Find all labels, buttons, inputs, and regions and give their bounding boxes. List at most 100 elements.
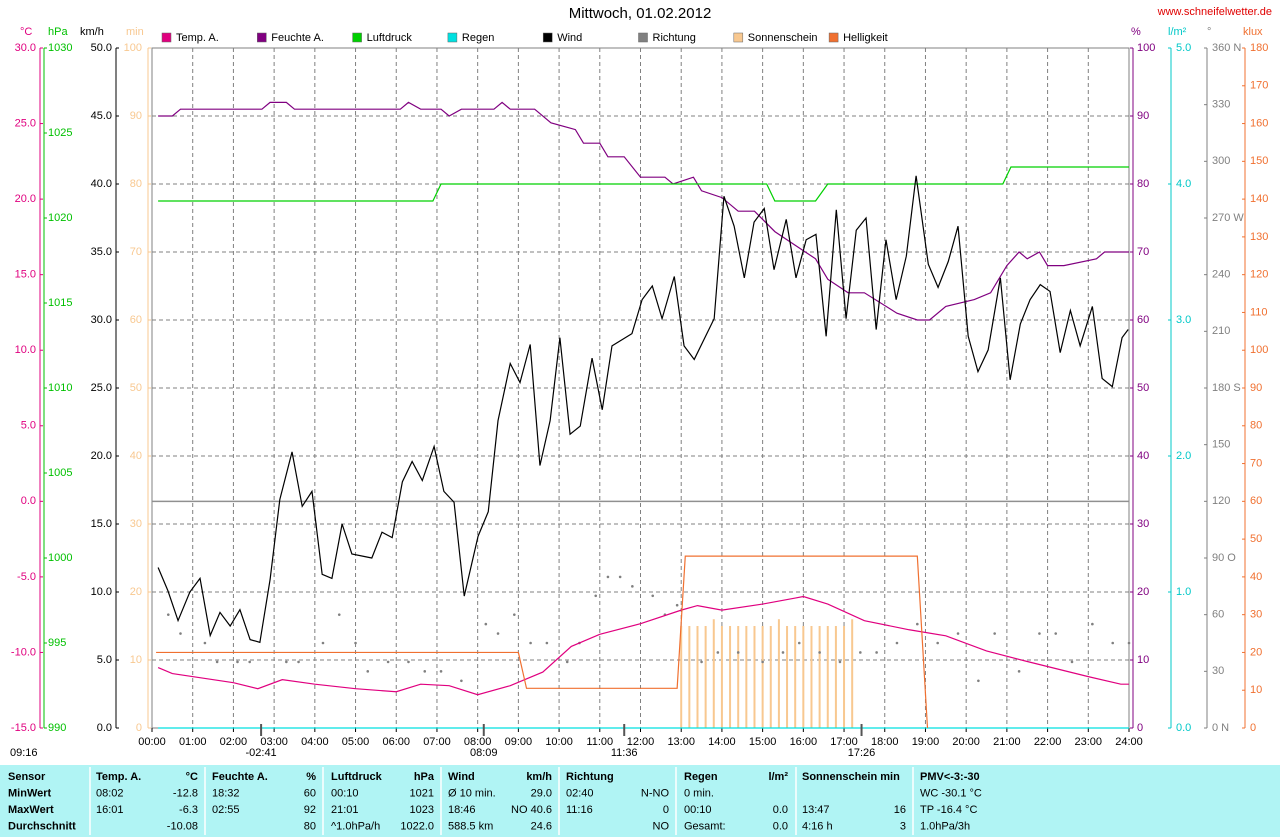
table-cell: 1021 (410, 787, 434, 799)
y-tick-label: 20 (1250, 646, 1262, 658)
direction-dot (716, 651, 720, 654)
direction-dot (236, 660, 239, 664)
table-header: PMV<-3:-30 (920, 771, 980, 783)
y-tick-label: 100 (1250, 344, 1268, 356)
y-tick-label: 160 (1250, 117, 1268, 129)
series-line (158, 101, 1129, 321)
table-cell: 1022.0 (400, 820, 434, 832)
y-tick-label: 50.0 (91, 42, 112, 54)
direction-dot (386, 660, 390, 664)
y-tick-label: 995 (48, 637, 66, 649)
x-tick-label: 17:00 (830, 736, 858, 748)
sunshine-bar (745, 626, 748, 728)
y-tick-label: 2.0 (1176, 450, 1191, 462)
table-header: Richtung (566, 771, 614, 783)
y-tick-label: 150 (1250, 155, 1268, 167)
direction-dot (203, 641, 207, 645)
sunshine-bar (851, 619, 854, 728)
y-tick-label: 50 (1250, 533, 1262, 545)
table-cell: 16:01 (96, 804, 124, 816)
y-tick-label: 25.0 (91, 382, 112, 394)
sunshine-bar (794, 626, 797, 728)
x-tick-label: 24:00 (1115, 736, 1143, 748)
x-tick-label: 03:00 (260, 736, 288, 748)
direction-dot (1127, 641, 1131, 645)
direction-dot (875, 651, 878, 654)
table-header: Sonnenschein min (802, 771, 900, 783)
direction-dot (700, 660, 703, 664)
table-cell: 80 (304, 820, 316, 832)
direction-dot (761, 660, 764, 664)
y-tick-label: 10 (1250, 684, 1262, 696)
sunshine-bar (826, 626, 829, 728)
y-tick-label: 30 (1250, 609, 1262, 621)
x-tick-label: 06:00 (382, 736, 410, 748)
direction-dot (248, 660, 251, 664)
legend-label: Luftdruck (367, 32, 413, 44)
table-cell: 13:47 (802, 804, 830, 816)
direction-dot (916, 622, 919, 626)
table-cell: 18:46 (448, 804, 476, 816)
sunshine-bar (729, 626, 732, 728)
y-tick-label: 0.0 (97, 722, 112, 734)
sunshine-bar (680, 626, 683, 728)
axis-unit: °C (20, 26, 32, 38)
axis-unit: km/h (80, 26, 104, 38)
y-tick-label: 10.0 (91, 586, 112, 598)
direction-dot (545, 641, 549, 645)
y-tick-label: 25.0 (15, 117, 36, 129)
direction-dot (859, 651, 862, 654)
legend-label: Sonnenschein (748, 32, 818, 44)
table-cell: ^1.0hPa/h (331, 820, 380, 832)
y-tick-label: 100 (124, 42, 142, 54)
direction-dot (618, 575, 622, 579)
y-tick-label: -15.0 (11, 722, 36, 734)
x-tick-label: 04:00 (301, 736, 329, 748)
table-cell: Ø 10 min. (448, 787, 496, 799)
table-cell: 92 (304, 804, 316, 816)
legend-swatch (638, 32, 648, 43)
y-tick-label: 180 S (1212, 382, 1241, 394)
series-line (158, 166, 1129, 202)
table-cell: NO (653, 820, 670, 832)
y-tick-label: 30 (130, 518, 142, 530)
direction-dot (651, 594, 655, 598)
sunshine-bar (696, 626, 699, 728)
table-header: km/h (526, 771, 552, 783)
sunshine-bar (704, 626, 707, 728)
y-tick-label: 1020 (48, 212, 72, 224)
axis-unit: min (126, 26, 144, 38)
direction-dot (1111, 641, 1115, 645)
table-cell: 588.5 km (448, 820, 493, 832)
legend-swatch (447, 32, 458, 43)
sunshine-bar (712, 619, 715, 728)
table-cell: 60 (304, 787, 316, 799)
direction-dot (496, 632, 500, 635)
x-tick-label: 19:00 (912, 736, 940, 748)
direction-dot (407, 660, 410, 664)
y-tick-label: 70 (130, 246, 142, 258)
table-cell: 29.0 (531, 787, 552, 799)
y-tick-label: 30 (1137, 518, 1149, 530)
direction-dot (484, 622, 488, 626)
axis-unit: % (1131, 26, 1141, 38)
x-tick-label: 08:00 (464, 736, 492, 748)
table-cell: 4:16 h (802, 820, 833, 832)
y-tick-label: 90 (1137, 110, 1149, 122)
x-tick-label: 13:00 (667, 736, 695, 748)
axis-unit: ° (1207, 26, 1211, 38)
legend-swatch (161, 32, 172, 43)
table-cell: 02:55 (212, 804, 240, 816)
y-tick-label: 70 (1250, 457, 1262, 469)
table-cell: 0 (663, 804, 669, 816)
y-tick-label: 20.0 (15, 193, 36, 205)
legend-swatch (257, 32, 267, 43)
table-cell: 18:32 (212, 787, 240, 799)
y-tick-label: 990 (48, 722, 66, 734)
table-cell: 02:40 (566, 787, 594, 799)
sunshine-bar (818, 626, 821, 728)
y-tick-label: 50 (1137, 382, 1149, 394)
table-cell: 16 (894, 804, 906, 816)
y-tick-label: 0 N (1212, 722, 1229, 734)
y-tick-label: 30 (1212, 665, 1224, 677)
